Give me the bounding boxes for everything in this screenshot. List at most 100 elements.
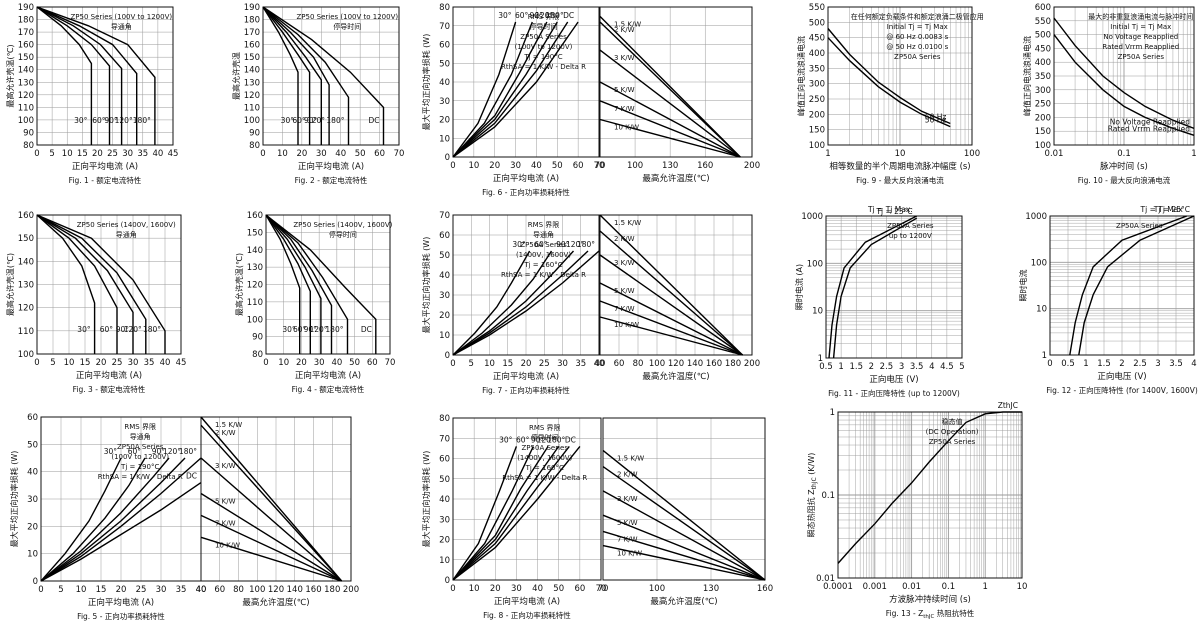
y-tick-label: 300 (809, 80, 825, 90)
x-tick-label: 25 (112, 358, 123, 368)
series-label: 5 K/W (617, 519, 638, 527)
series-line (602, 514, 766, 581)
x-axis-title: 最高允许温度(℃) (242, 597, 309, 608)
series-label: 7 K/W (614, 305, 635, 313)
figure-caption: Fig. 13 - ZthJC 热阻抗特性 (886, 608, 975, 620)
y-tick-label: 130 (18, 281, 34, 291)
x-tick-label: 160 (697, 161, 713, 171)
series-label: 7 K/W (614, 105, 635, 113)
y-axis-title: 最高允许壳温(℃) (5, 253, 15, 316)
x-tick-label: 35 (575, 359, 586, 369)
x-tick-label: 5 (49, 149, 54, 159)
y-tick-label: 250 (1035, 100, 1051, 110)
figure-caption: Fig. 2 - 额定电流特性 (295, 175, 368, 185)
x-tick-label: 35 (137, 149, 148, 159)
series-line (36, 6, 111, 145)
series-label: ZthJC (998, 401, 1018, 410)
x-tick-label: 30 (557, 359, 568, 369)
x-tick-label: 1 (838, 362, 843, 372)
y-tick-label: 160 (18, 41, 34, 51)
series-label: 180° (133, 116, 151, 125)
annotation-text: Tj = 160°C (523, 261, 562, 269)
x-tick-label: 35 (176, 585, 187, 595)
x-tick-label: 20 (116, 585, 127, 595)
x-tick-label: 40 (152, 149, 163, 159)
y-tick-label: 450 (809, 34, 825, 44)
x-tick-label: 100 (964, 149, 980, 159)
series-line (452, 250, 600, 356)
y-tick-label: 50 (439, 475, 450, 485)
series-line (599, 300, 743, 356)
annotation-text: RMS 界限 (528, 220, 560, 229)
y-tick-label: 70 (439, 22, 450, 32)
x-axis-title: 相等数量的半个周期电流脉冲幅度 (s) (829, 161, 970, 172)
series-label: 1.5 K/W (614, 219, 641, 227)
x-tick-label: 50 (552, 161, 563, 171)
series-label: 3 K/W (614, 259, 635, 267)
series-line (36, 6, 93, 145)
x-tick-label: 50 (349, 358, 360, 368)
x-axis-title: 正向平均电流 (A) (88, 597, 154, 608)
y-tick-label: 400 (1035, 58, 1051, 68)
y-tick-label: 150 (18, 234, 34, 244)
y-tick-label: 130 (244, 78, 260, 88)
x-tick-label: 45 (168, 149, 179, 159)
x-tick-label: 100 (649, 359, 665, 369)
x-tick-label: 140 (687, 359, 703, 369)
figure-caption: Fig. 8 - 正向功率损耗特性 (483, 610, 571, 620)
series-label: 90° (530, 11, 544, 20)
x-tick-label: 30 (510, 161, 521, 171)
y-tick-label: 10 (439, 134, 450, 144)
annotation-text: ZP50A Series (520, 241, 567, 249)
figure-caption: Fig. 10 - 最大反向浪涌电流 (1078, 175, 1171, 185)
annotation-text: ZP50A Series (117, 443, 164, 451)
figure-caption: Fig. 6 - 正向功率损耗特性 (482, 187, 570, 197)
series-label: 90° (116, 325, 130, 334)
y-tick-label: 170 (18, 28, 34, 38)
series-line (200, 424, 343, 582)
series-line (265, 214, 311, 354)
series-label: 30° (77, 325, 91, 334)
x-tick-label: 200 (343, 585, 359, 595)
y-tick-label: 500 (1035, 31, 1051, 41)
x-tick-label: 80 (233, 585, 244, 595)
y-axis-subscript: thJC (811, 477, 818, 489)
plot-frame (825, 215, 963, 359)
series-label: 7 K/W (617, 535, 638, 543)
temperature-panel: 70 100 130 160 200 1.5 K/W2 K/W 3 K/W 5 K/W 7 K/… (595, 6, 760, 184)
series-label: 2 K/W (215, 429, 236, 437)
x-tick-label: 3.5 (910, 362, 924, 372)
x-tick-label: 30 (156, 585, 167, 595)
x-tick-label: 10 (277, 149, 288, 159)
series-line (832, 217, 918, 359)
x-axis-title: 正向电压 (V) (1097, 371, 1146, 382)
annotation-text: up to 1200V (889, 232, 932, 240)
series-label: 60° (128, 447, 142, 456)
series-line (827, 28, 951, 125)
annotation-text: Tj = 190°C (120, 463, 159, 471)
series-label: 120° (115, 116, 133, 125)
series-label: 60° (292, 116, 306, 125)
x-tick-label: 5 (58, 585, 63, 595)
series-line (40, 457, 186, 582)
series-label: 90° (104, 116, 118, 125)
annotation-text: ZP50 Series (1400V, 1600V) (293, 221, 392, 229)
series-label: 10 K/W (614, 124, 639, 132)
gridlines (599, 6, 753, 158)
y-tick-label: 100 (1031, 258, 1047, 268)
series-label: 60° (515, 11, 529, 20)
y-tick-label: 20 (439, 116, 450, 126)
annotation-text: No Voltage Reapplied (1103, 33, 1178, 41)
plot-frame (200, 416, 352, 582)
x-tick-label: 5 (959, 362, 964, 372)
annotation-text: RMS 界限 (528, 12, 560, 21)
x-tick-label: 200 (744, 161, 760, 171)
x-axis-title: 正向平均电流 (A) (494, 596, 560, 607)
annotation-text: 最大的非重复浪涌电流与脉冲时间 (1088, 12, 1193, 21)
y-tick-label: 30 (439, 97, 450, 107)
y-tick-label: 60 (27, 413, 38, 423)
x-tick-label: 160 (305, 585, 321, 595)
series-line (262, 6, 322, 145)
plot-frame (827, 6, 973, 146)
